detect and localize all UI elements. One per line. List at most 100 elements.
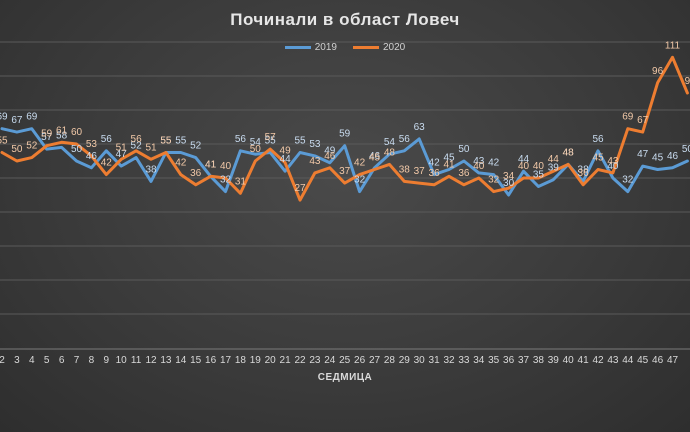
- data-label-2019: 56: [101, 134, 113, 145]
- data-label-2020: 9: [685, 76, 690, 87]
- x-tick-label: 38: [533, 355, 545, 366]
- data-label-2019: 56: [592, 134, 604, 145]
- chart-title: Починали в област Ловеч: [230, 10, 460, 29]
- x-tick-label: 46: [652, 355, 664, 366]
- x-tick-label: 30: [414, 355, 426, 366]
- data-label-2019: 49: [324, 146, 336, 157]
- data-label-2019: 54: [384, 137, 396, 148]
- x-tick-label: 24: [324, 355, 336, 366]
- data-label-2019: 46: [86, 151, 98, 162]
- data-label-2020: 50: [250, 144, 262, 155]
- data-label-2019: 32: [622, 175, 634, 186]
- data-label-2020: 34: [503, 171, 515, 182]
- x-tick-label: 45: [637, 355, 649, 366]
- data-label-2019: 58: [56, 130, 68, 141]
- data-label-2020: 57: [265, 132, 277, 143]
- data-label-2020: 44: [548, 154, 560, 165]
- data-label-2020: 42: [354, 158, 366, 169]
- x-tick-label: 33: [458, 355, 470, 366]
- data-label-2020: 32: [488, 175, 500, 186]
- x-tick-label: 41: [578, 355, 590, 366]
- x-tick-label: 39: [548, 355, 560, 366]
- legend-item-2020: 2020: [353, 42, 405, 53]
- data-label-2020: 59: [41, 129, 53, 140]
- data-label-2019: 42: [488, 158, 500, 169]
- x-tick-label: 44: [622, 355, 634, 366]
- x-tick-label: 20: [265, 355, 277, 366]
- legend-swatch-2020: [353, 46, 379, 49]
- data-label-2020: 36: [429, 168, 441, 179]
- x-tick-label: 35: [488, 355, 500, 366]
- x-tick-label: 19: [250, 355, 262, 366]
- data-label-2019: 38: [145, 164, 157, 175]
- data-label-2020: 67: [637, 115, 649, 126]
- data-label-2020: 41: [205, 159, 217, 170]
- legend: 2019 2020: [0, 42, 690, 53]
- x-tick-label: 42: [592, 355, 604, 366]
- x-tick-label: 23: [309, 355, 321, 366]
- x-tick-label: 7: [74, 355, 80, 366]
- x-tick-label: 40: [563, 355, 575, 366]
- data-label-2019: 52: [190, 141, 202, 152]
- x-tick-label: 9: [104, 355, 110, 366]
- data-label-2020: 46: [324, 151, 336, 162]
- x-tick-label: 25: [339, 355, 351, 366]
- data-label-2019: 52: [131, 141, 143, 152]
- data-label-2019: 46: [369, 151, 381, 162]
- data-label-2020: 55: [0, 136, 8, 147]
- data-label-2019: 44: [518, 154, 530, 165]
- data-label-2019: 44: [280, 154, 292, 165]
- x-tick-label: 21: [280, 355, 292, 366]
- data-label-2020: 51: [116, 142, 128, 153]
- data-label-2019: 43: [473, 156, 485, 167]
- data-label-2020: 50: [11, 144, 23, 155]
- x-tick-label: 29: [399, 355, 411, 366]
- x-tick-label: 3: [14, 355, 20, 366]
- data-label-2020: 56: [131, 134, 143, 145]
- data-label-2020: 48: [384, 147, 396, 158]
- data-label-2020: 55: [160, 136, 172, 147]
- data-label-2019: 57: [41, 132, 53, 143]
- x-tick-label: 4: [29, 355, 35, 366]
- data-label-2019: 50: [682, 144, 690, 155]
- data-label-2019: 55: [175, 136, 187, 147]
- data-label-2019: 59: [339, 129, 351, 140]
- data-label-2020: 43: [309, 156, 321, 167]
- data-label-2020: 52: [26, 141, 38, 152]
- x-tick-label: 17: [220, 355, 232, 366]
- data-label-2019: 40: [607, 161, 619, 172]
- x-tick-label: 2: [0, 355, 5, 366]
- data-label-2019: 39: [548, 163, 560, 174]
- x-tick-label: 32: [443, 355, 455, 366]
- data-label-2019: 55: [294, 136, 306, 147]
- data-label-2020: 40: [518, 161, 530, 172]
- data-label-2019: 54: [250, 137, 262, 148]
- data-label-2019: 32: [354, 175, 366, 186]
- x-tick-label: 6: [59, 355, 65, 366]
- x-tick-label: 43: [607, 355, 619, 366]
- data-label-2019: 53: [309, 139, 321, 150]
- x-tick-label: 37: [518, 355, 530, 366]
- data-label-2020: 48: [563, 147, 575, 158]
- data-label-2020: 43: [607, 156, 619, 167]
- x-tick-label: 15: [190, 355, 202, 366]
- data-label-2020: 51: [145, 142, 157, 153]
- data-label-2020: 38: [399, 164, 411, 175]
- x-tick-label: 11: [131, 355, 142, 366]
- data-label-2020: 40: [473, 161, 485, 172]
- data-label-2019: 35: [533, 170, 545, 181]
- data-label-2019: 55: [160, 136, 172, 147]
- legend-swatch-2019: [284, 46, 311, 49]
- data-label-2019: 69: [0, 112, 8, 123]
- x-tick-label: 31: [429, 355, 441, 366]
- x-tick-label: 18: [235, 355, 247, 366]
- x-tick-label: 5: [44, 355, 50, 366]
- x-tick-label: 28: [384, 355, 396, 366]
- data-label-2019: 48: [563, 147, 575, 158]
- x-tick-label: 26: [354, 355, 366, 366]
- data-label-2019: 50: [71, 144, 83, 155]
- data-label-2020: 49: [280, 146, 292, 157]
- data-label-2019: 55: [265, 136, 277, 147]
- legend-label-2019: 2019: [314, 42, 337, 53]
